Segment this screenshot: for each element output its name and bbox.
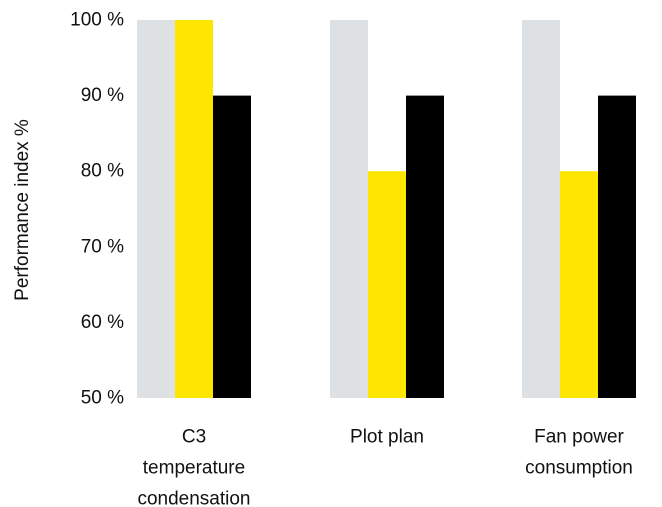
category-label: C3	[182, 427, 206, 448]
bar	[522, 20, 560, 398]
bar	[368, 171, 406, 398]
bars	[137, 20, 636, 398]
y-tick-label: 70 %	[81, 236, 124, 257]
category-label: condensation	[137, 489, 250, 507]
bar	[213, 95, 251, 398]
bar	[330, 20, 368, 398]
y-axis-title: Performance index %	[12, 119, 33, 301]
category-labels: C3 temperature condensation Plot plan Fan po…	[137, 427, 632, 507]
bar	[175, 20, 213, 398]
category-label: Fan power	[534, 427, 624, 448]
bar	[598, 95, 636, 398]
y-tick-label: 90 %	[81, 85, 124, 106]
category-label: consumption	[525, 458, 633, 479]
category-label: Plot plan	[350, 427, 424, 448]
bar	[406, 95, 444, 398]
bar	[137, 20, 175, 398]
y-tick-label: 60 %	[81, 312, 124, 333]
y-tick-label: 100 %	[70, 10, 124, 31]
bar	[560, 171, 598, 398]
y-tick-label: 50 %	[81, 388, 124, 409]
y-axis-ticks: 50 % 60 % 70 % 80 % 90 % 100 %	[70, 10, 124, 409]
category-label: temperature	[143, 458, 245, 479]
y-tick-label: 80 %	[81, 161, 124, 182]
